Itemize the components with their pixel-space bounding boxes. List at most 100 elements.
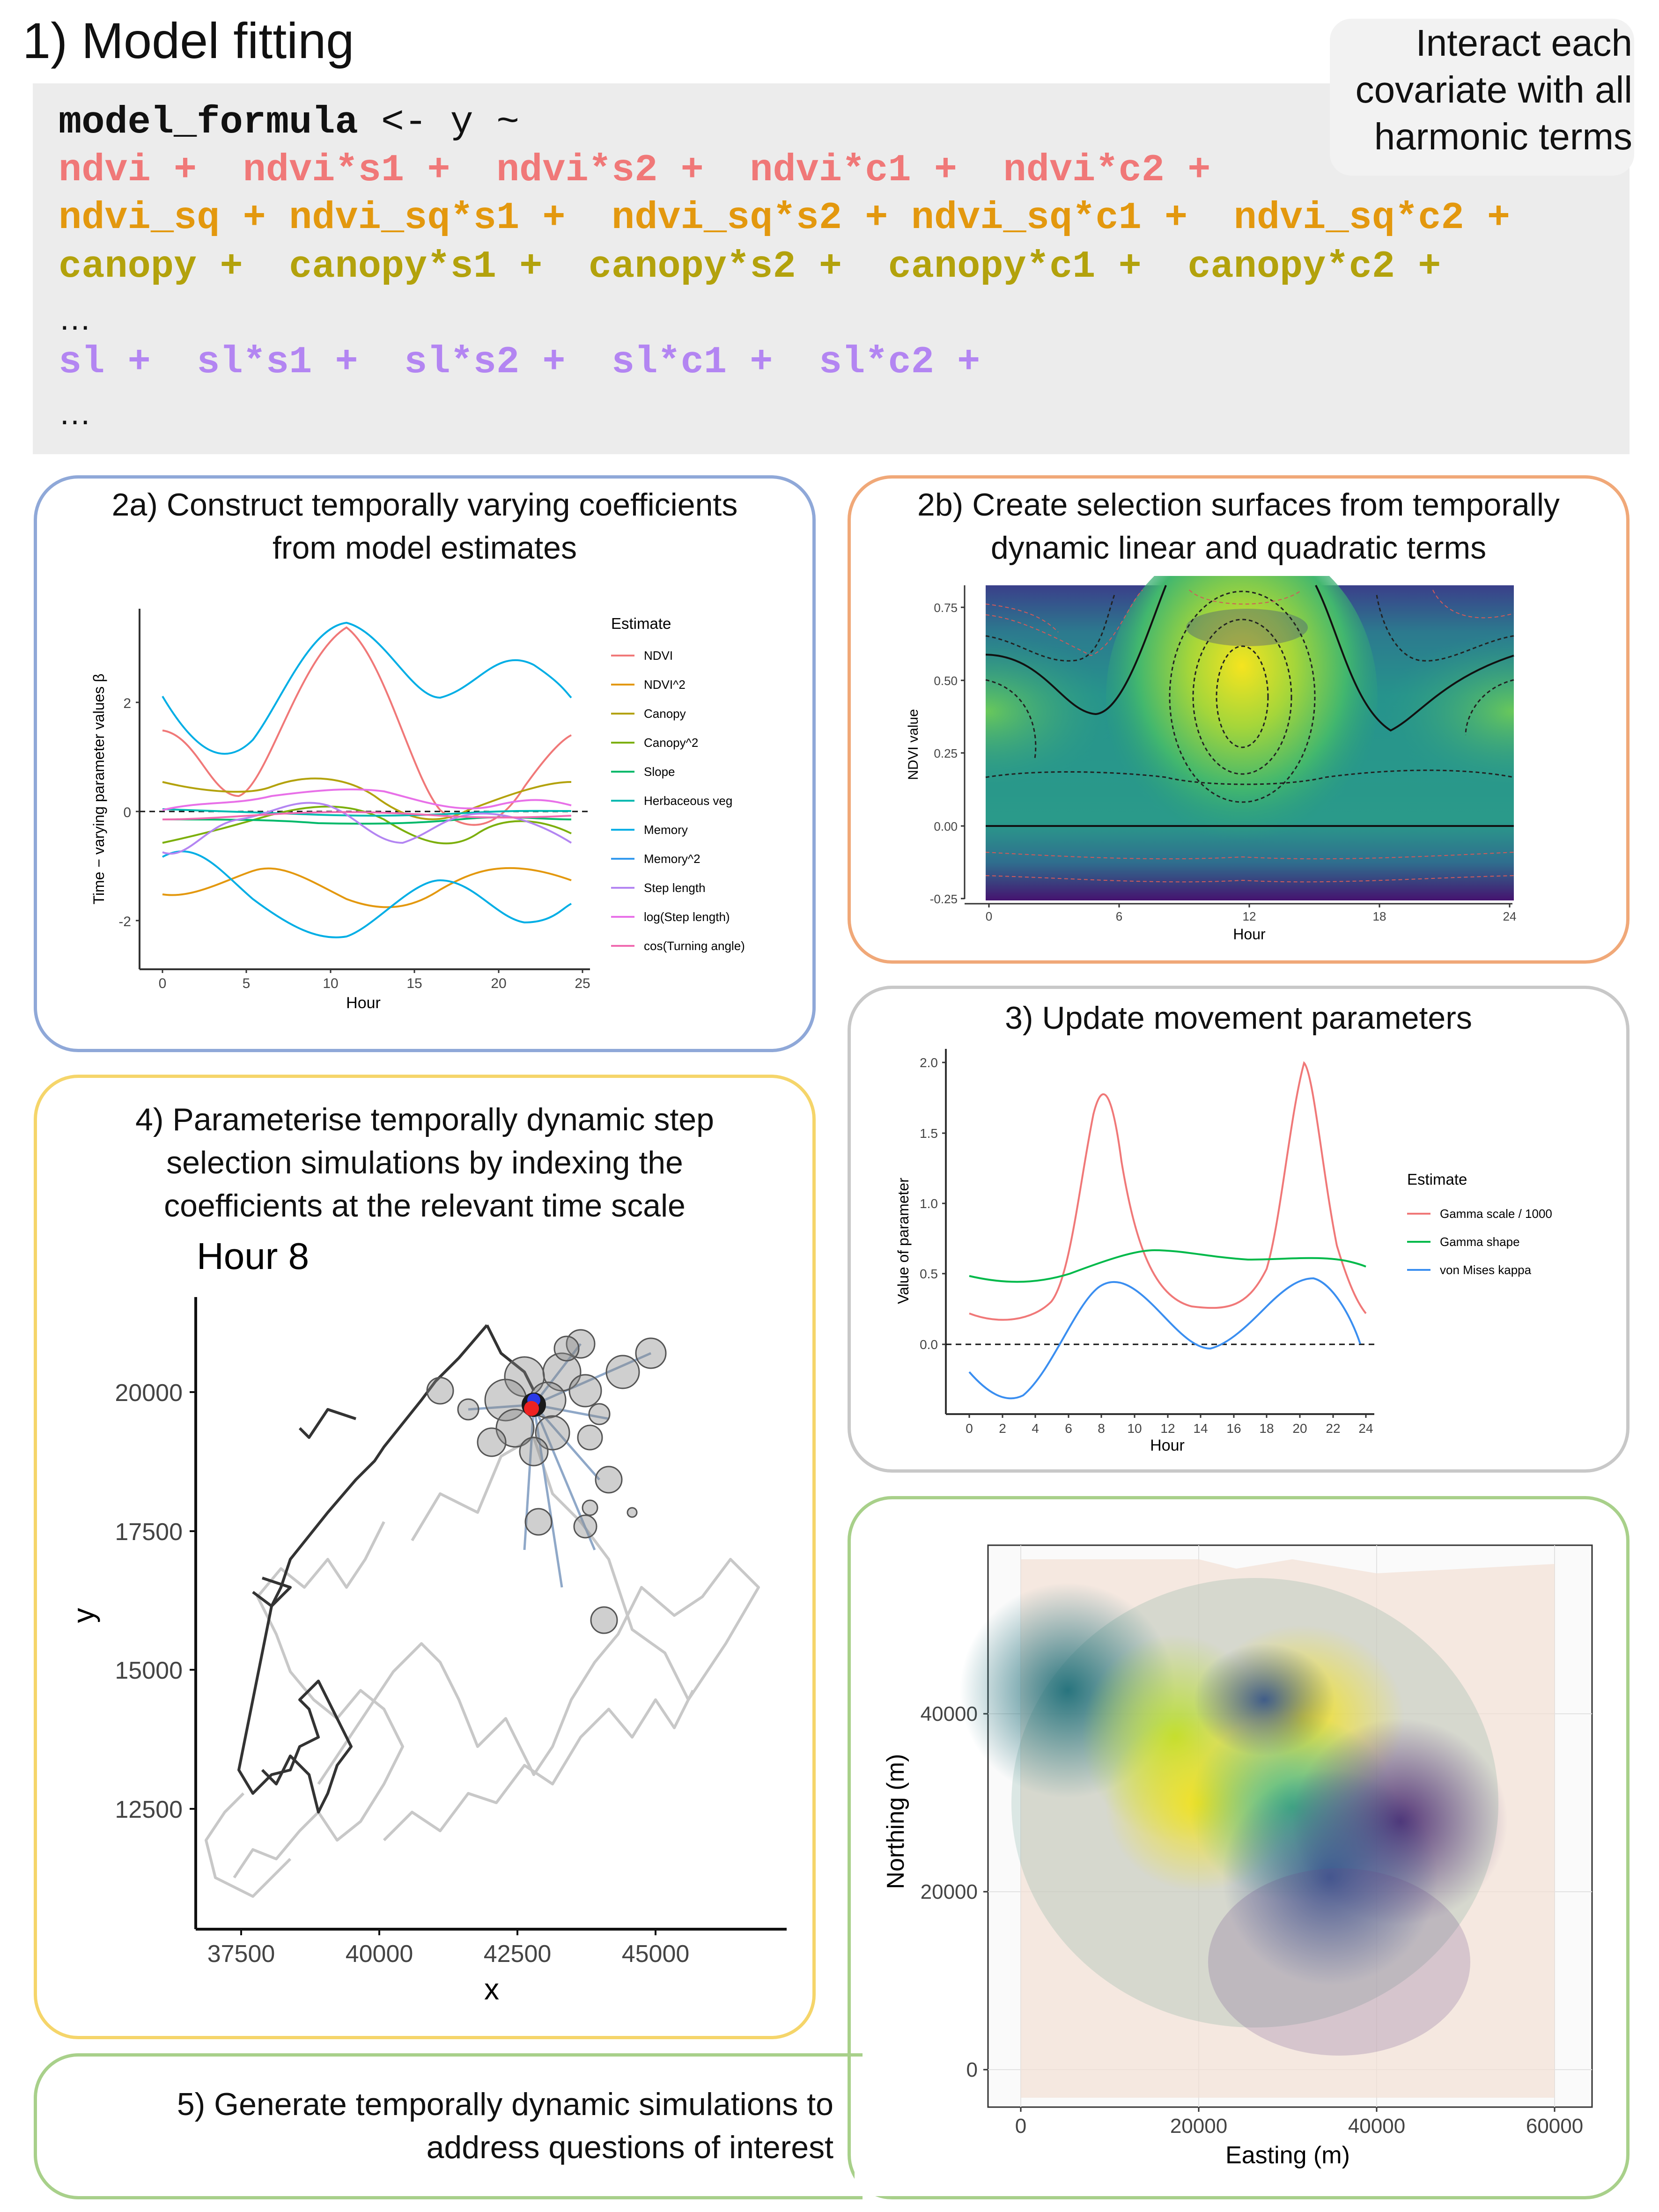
x-tick-label: 8: [1098, 1421, 1105, 1436]
y-tick-label: -2: [118, 914, 131, 929]
y-tick-label: 12500: [115, 1796, 183, 1823]
current-position: [522, 1393, 546, 1417]
y-tick-label: 20000: [921, 1880, 978, 1903]
legend-title: Estimate: [1407, 1171, 1467, 1188]
panel-3: [848, 986, 1630, 1473]
x-tick-label: 40000: [1348, 2115, 1405, 2138]
x-tick-label: 10: [323, 976, 338, 991]
x-tick-label: 5: [243, 976, 251, 991]
x-axis-label: Hour: [1150, 1437, 1185, 1454]
legend-item: Slope: [644, 765, 675, 779]
x-tick-label: 4: [1032, 1421, 1039, 1436]
x-tick-label: 40000: [346, 1940, 413, 1968]
coefficient-chart: 2 0 -2 Time − varying parameter values β…: [90, 609, 745, 1012]
legend-item: Memory^2: [644, 852, 700, 866]
curve-memory-sq: [162, 850, 572, 938]
legend-item: Canopy^2: [644, 736, 698, 750]
panel-4-title-line2: selection simulations by indexing the: [166, 1145, 683, 1180]
x-tick-label: 0: [159, 976, 167, 991]
params-curves: [968, 1061, 1367, 1400]
y-tick-label: 0.5: [920, 1267, 938, 1281]
curve-memory: [162, 621, 572, 755]
x-tick-label: 0: [966, 1421, 973, 1436]
x-tick-label: 37500: [207, 1940, 275, 1968]
panel-2a-title-line2: from model estimates: [273, 530, 577, 566]
legend-title: Estimate: [611, 615, 671, 632]
x-axis-label: Hour: [1233, 926, 1266, 943]
x-tick-label: 10: [1127, 1421, 1142, 1436]
x-tick-label: 18: [1259, 1421, 1274, 1436]
legend-item: Herbaceous veg: [644, 794, 732, 808]
curve-canopy-sq: [162, 805, 572, 845]
y-tick-label: 2: [123, 696, 131, 711]
panel-5-title-line2: address questions of interest: [426, 2130, 833, 2165]
curve-herb: [162, 808, 572, 817]
curve-vonmises: [968, 1277, 1361, 1400]
curve-ndvi-sq: [162, 867, 572, 908]
code-line-sl: sl + sl*s1 + sl*s2 + sl*c1 + sl*c2 +: [59, 340, 981, 384]
panel-2b: [848, 475, 1630, 964]
legend-item: Gamma scale / 1000: [1440, 1207, 1552, 1221]
past-tracks: [205, 1436, 760, 1898]
y-tick-label: 15000: [115, 1657, 183, 1684]
x-tick-label: 18: [1373, 909, 1386, 923]
curve-gamma-scale: [969, 1061, 1367, 1321]
y-tick-label: 0.75: [934, 601, 958, 615]
x-tick-label: 15: [406, 976, 422, 991]
y-tick-label: 0.0: [920, 1337, 938, 1352]
x-tick-label: 20: [1292, 1421, 1307, 1436]
panel-3-title: 3) Update movement parameters: [1005, 1000, 1472, 1036]
curve-costurn: [162, 811, 572, 820]
x-tick-label: 12: [1243, 909, 1256, 923]
panel-5-title: 5) Generate temporally dynamic simulatio…: [94, 2083, 833, 2169]
simulation-step-chart: Hour 8 20000 17500 15000 12500 37500 400…: [66, 1235, 787, 2006]
y-tick-label: 0: [966, 2058, 978, 2081]
legend-item: Canopy: [644, 707, 686, 721]
panel-4-title-line3: coefficients at the relevant time scale: [164, 1188, 686, 1224]
selection-surface-chart: 0.75 0.50 0.25 0.00 -0.25 NDVI value 0 6…: [906, 576, 1517, 943]
legend-item: NDVI: [644, 649, 673, 663]
current-track: [237, 1324, 535, 1814]
curve-gamma-shape: [969, 1249, 1366, 1283]
sim-axes: 20000 17500 15000 12500 37500 40000 4250…: [66, 1297, 787, 2006]
legend-item: Gamma shape: [1440, 1235, 1520, 1249]
panel-4: [34, 1075, 816, 2039]
x-tick-label: 22: [1326, 1421, 1340, 1436]
x-tick-label: 60000: [1526, 2115, 1583, 2138]
surface-y-axis: 0.75 0.50 0.25 0.00 -0.25 NDVI value: [906, 585, 966, 906]
x-tick-label: 6: [1116, 909, 1122, 923]
x-axis-label: x: [484, 1972, 499, 2006]
x-tick-label: 24: [1503, 909, 1517, 923]
y-axis-label: y: [66, 1608, 100, 1623]
code-assign: <- y ~: [358, 101, 520, 144]
panel-2a-title-line1: 2a) Construct temporally varying coeffic…: [111, 487, 738, 523]
code-keyword: model_formula: [59, 101, 358, 144]
simulation-map-chart: 0 20000 40000 60000 40000 20000 0 Eastin…: [882, 1544, 1593, 2169]
surface-contours: [985, 585, 1514, 883]
legend-item: von Mises kappa: [1440, 1263, 1532, 1277]
legend-item: log(Step length): [644, 910, 730, 924]
x-tick-label: 2: [999, 1421, 1006, 1436]
code-line-ndvi: ndvi + ndvi*s1 + ndvi*s2 + ndvi*c1 + ndv…: [59, 148, 1211, 192]
code-line-formula: model_formula <- y ~: [59, 98, 519, 147]
y-tick-label: 0.25: [934, 746, 958, 760]
x-tick-label: 16: [1226, 1421, 1241, 1436]
note-box: [1330, 19, 1634, 176]
y-tick-label: 0: [123, 805, 131, 820]
plot-title: Hour 8: [197, 1235, 309, 1277]
x-tick-label: 0: [1015, 2115, 1026, 2138]
panel-4-title-line1: 4) Parameterise temporally dynamic step: [135, 1102, 714, 1137]
params-y-axis: 2.0 1.5 1.0 0.5 0.0 Value of parameter: [895, 1049, 947, 1414]
panel-5-title-line1: 5) Generate temporally dynamic simulatio…: [177, 2087, 833, 2122]
legend-item: cos(Turning angle): [644, 939, 745, 953]
x-tick-label: 20: [491, 976, 506, 991]
params-x-axis: 0 2 4 6 8 10 12 14 16 18 20 22 24 Hour: [946, 1413, 1374, 1454]
x-tick-label: 45000: [622, 1940, 690, 1968]
y-tick-label: 0.50: [934, 674, 958, 688]
y-tick-label: -0.25: [930, 892, 958, 906]
y-tick-label: 0.00: [934, 819, 958, 833]
x-axis-label: Easting (m): [1225, 2142, 1350, 2169]
panel-5: [848, 1496, 1630, 2199]
candidate-circles: [426, 1329, 667, 1634]
x-tick-label: 12: [1160, 1421, 1175, 1436]
